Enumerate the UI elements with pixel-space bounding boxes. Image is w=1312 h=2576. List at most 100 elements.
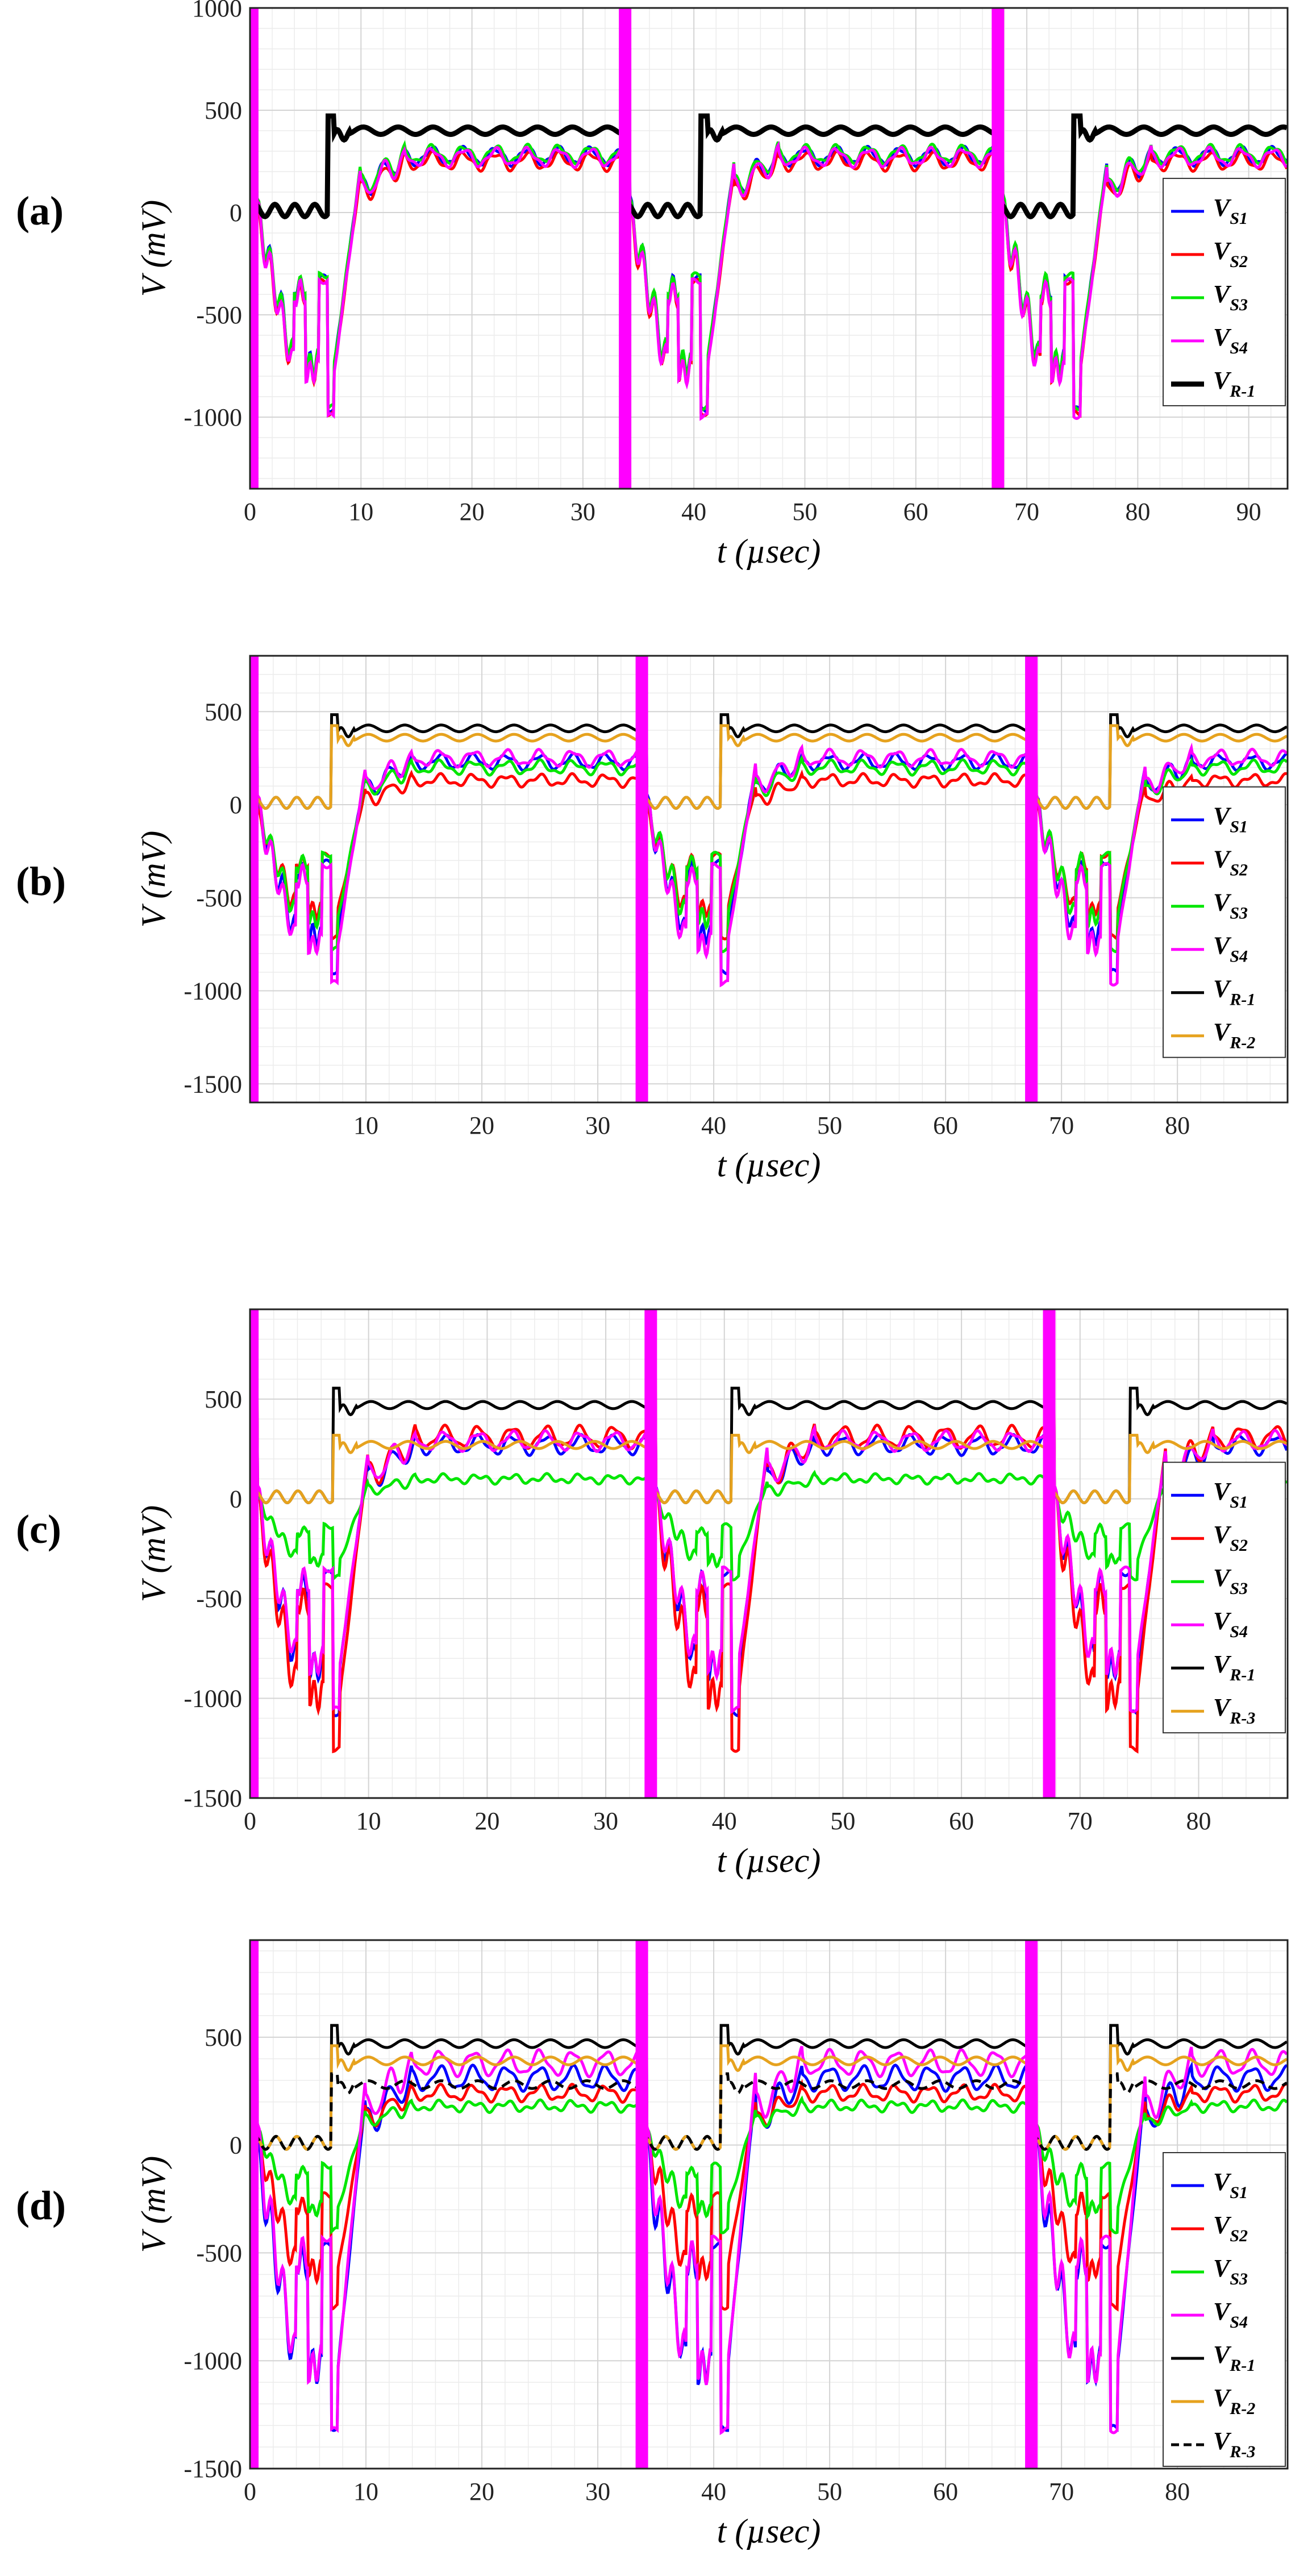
y-tick-label: -1500: [184, 1070, 242, 1098]
series-line-s3: [250, 2045, 1288, 2235]
y-tick-label: -500: [196, 301, 242, 329]
x-tick-label: 30: [593, 1807, 618, 1835]
legend-entry: VS1: [1213, 2168, 1248, 2202]
grid: [249, 7, 1288, 489]
x-tick-label: 80: [1165, 2478, 1190, 2506]
x-axis-label: t (µsec): [717, 2512, 821, 2550]
panel-a: (a) 0 10 20 30 40 50 60 70 80 90 -1000 -500 0 500 1000…: [0, 0, 1312, 642]
legend-entry: VR-3: [1213, 1693, 1255, 1728]
x-tick-label: 40: [701, 2478, 726, 2506]
series-group: [250, 8, 1288, 489]
grid: [249, 1940, 1288, 2469]
transient-spike: [250, 1309, 259, 1798]
y-tick-label: 1000: [192, 0, 242, 22]
y-tick-label: 0: [230, 1485, 242, 1513]
series-group: [250, 1309, 1288, 1798]
legend-box: [1163, 1462, 1286, 1734]
series-line-s4: [250, 656, 1288, 988]
legend-entry: VS3: [1213, 1564, 1248, 1598]
plot-frame: [249, 1939, 1289, 2470]
y-axis-label: V (mV): [135, 1505, 172, 1603]
chart-c: 0 10 20 30 40 50 60 70 80 -1500 -1000 -500 0 500 t (µs…: [135, 1308, 1289, 1879]
x-tick-label: 80: [1165, 1112, 1190, 1139]
legend-entry: VR-1: [1213, 975, 1255, 1009]
x-tick-label: 40: [712, 1807, 737, 1835]
x-axis-label: t (µsec): [717, 532, 821, 570]
legend-entry: VS3: [1213, 889, 1248, 923]
panel-label: (b): [16, 859, 66, 904]
y-tick-label: -1000: [184, 1684, 242, 1712]
series-line-r-1: [250, 98, 1288, 219]
panel-label: (a): [16, 188, 64, 234]
legend-entry: VR-3: [1213, 2427, 1255, 2461]
legend: VS1 VS2 VS3 VS4 VR-1 VR-2 VR-3: [1163, 2152, 1286, 2467]
series-group: [250, 1940, 1288, 2469]
legend-entry: VR-2: [1213, 2384, 1255, 2418]
plot-frame: [249, 655, 1289, 1104]
legend-box: [1163, 2152, 1286, 2467]
chart-b: 10 20 30 40 50 60 70 80 -1500 -1000 -500 0 500 t (µse…: [135, 655, 1289, 1184]
series-line-s3: [250, 1429, 1288, 1582]
series-group: [250, 656, 1288, 1102]
x-tick-label: 70: [1068, 1807, 1093, 1835]
x-tick-label: 30: [585, 2478, 610, 2506]
legend-entry: VS2: [1213, 1521, 1248, 1555]
series-line-s4: [250, 1940, 1288, 2436]
x-tick-label: 70: [1014, 498, 1039, 526]
transient-spike: [1043, 1309, 1056, 1798]
legend-entry: VS4: [1213, 1607, 1248, 1641]
x-tick-label: 10: [356, 1807, 381, 1835]
y-tick-label: -1000: [184, 403, 242, 431]
legend: VS1 VS2 VS3 VS4 VR-1 VR-3: [1163, 1462, 1286, 1734]
x-tick-label: 50: [817, 1112, 842, 1139]
series-line-s4: [250, 1311, 1288, 1714]
x-tick-label: 70: [1049, 2478, 1074, 2506]
legend-entry: VS2: [1213, 237, 1248, 271]
x-tick-label: 10: [353, 2478, 378, 2506]
legend-entry: VR-2: [1213, 1018, 1255, 1052]
legend-entry: VR-1: [1213, 2341, 1255, 2375]
y-tick-label: -500: [196, 2239, 242, 2267]
series-line-r-2: [250, 2026, 1288, 2151]
legend-entry: VS2: [1213, 2211, 1248, 2245]
x-tick-label: 70: [1049, 1112, 1074, 1139]
y-tick-label: 0: [230, 199, 242, 227]
legend-entry: VR-1: [1213, 1650, 1255, 1684]
y-tick-label: 0: [230, 2132, 242, 2159]
x-tick-label: 0: [244, 498, 256, 526]
x-tick-label: 60: [933, 2478, 958, 2506]
x-tick-label: 90: [1236, 498, 1261, 526]
x-tick-label: 0: [244, 1807, 256, 1835]
panel-b: (b) 10 20 30 40 50 60 70 80 -1500 -1000 -500 0 500 t …: [0, 648, 1312, 1290]
x-tick-label: 30: [570, 498, 595, 526]
plot-frame: [249, 7, 1289, 490]
y-tick-label: -500: [196, 1585, 242, 1613]
series-line-r-1: [250, 2011, 1288, 2151]
series-line-s3: [250, 679, 1288, 954]
transient-spike: [635, 1940, 648, 2469]
grid: [249, 1309, 1288, 1799]
transient-spike: [250, 8, 259, 489]
series-line-r-1: [250, 699, 1288, 810]
y-axis-label: V (mV): [135, 200, 172, 297]
chart-d: 0 10 20 30 40 50 60 70 80 -1500 -1000 -500 0 500 t (µs…: [135, 1939, 1289, 2550]
transient-spike: [1025, 656, 1038, 1102]
x-tick-label: 10: [348, 498, 373, 526]
y-tick-label: 500: [205, 1385, 242, 1413]
legend-entry: VS4: [1213, 2298, 1248, 2332]
x-tick-label: 10: [353, 1112, 378, 1139]
y-tick-label: 0: [230, 791, 242, 819]
x-tick-label: 20: [469, 1112, 494, 1139]
x-tick-label: 80: [1186, 1807, 1211, 1835]
y-tick-label: -1500: [184, 1784, 242, 1812]
x-tick-label: 40: [701, 1112, 726, 1139]
x-tick-label: 50: [830, 1807, 855, 1835]
series-line-s4: [250, 32, 1288, 421]
transient-spike: [250, 656, 259, 1102]
series-line-r-2: [250, 707, 1288, 810]
chart-a: 0 10 20 30 40 50 60 70 80 90 -1000 -500 0 500 1000 t (µ…: [135, 0, 1289, 570]
x-tick-label: 50: [817, 2478, 842, 2506]
legend-entry: VR-1: [1213, 367, 1255, 401]
x-axis-label: t (µsec): [717, 1146, 821, 1184]
y-tick-label: -500: [196, 884, 242, 912]
